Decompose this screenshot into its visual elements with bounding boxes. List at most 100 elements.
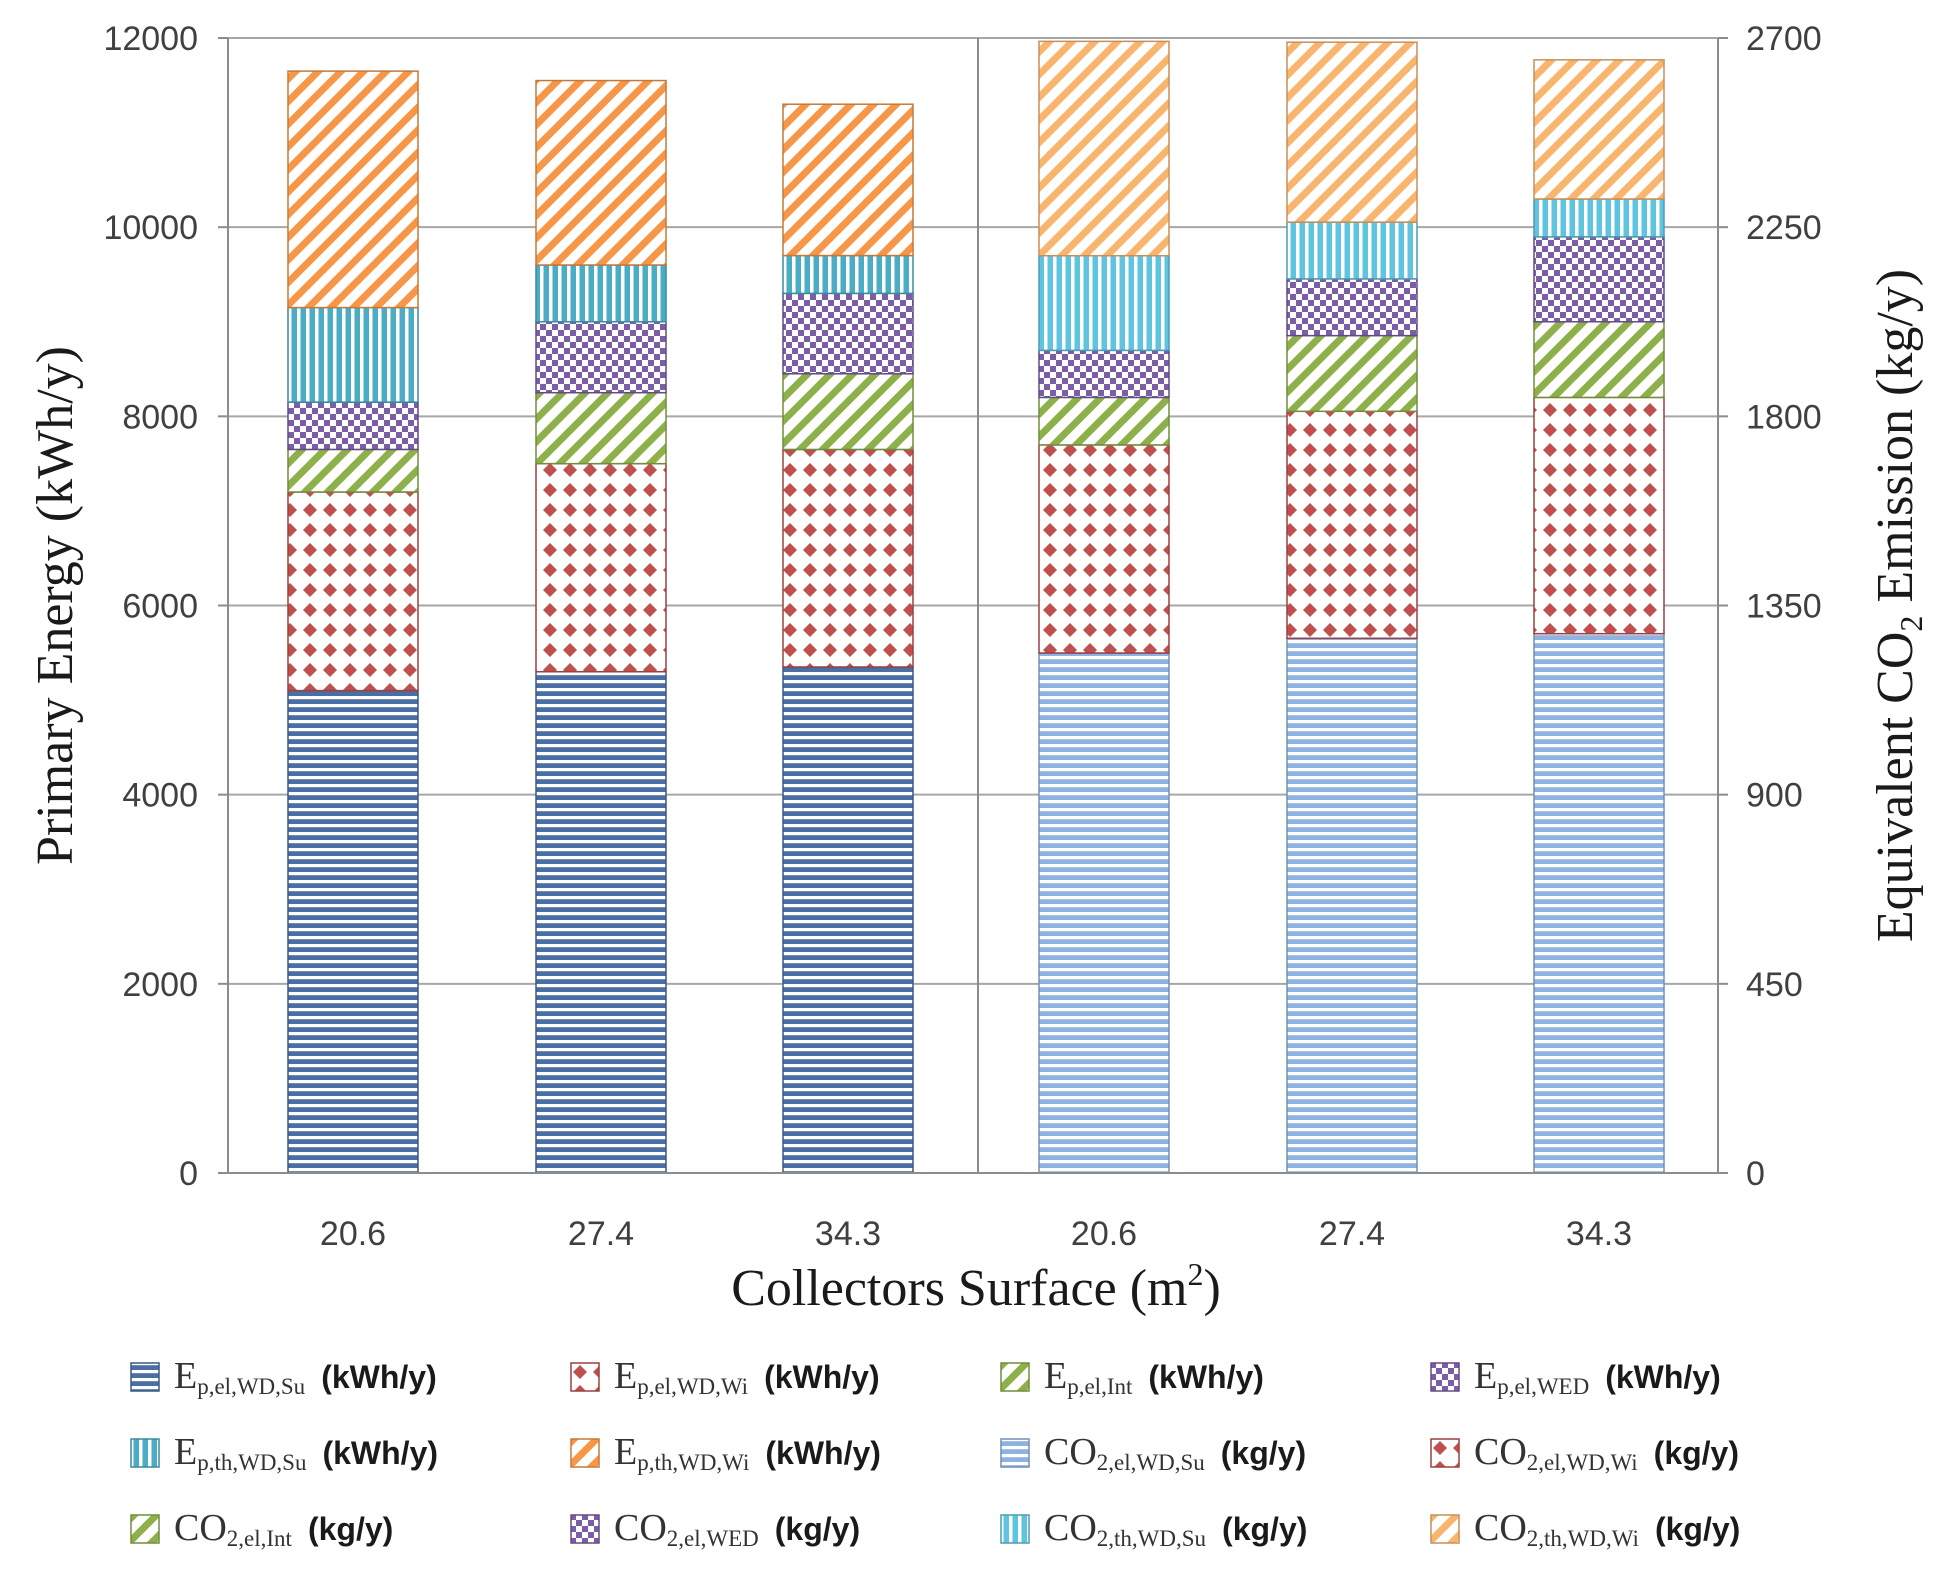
legend-swatch	[1000, 1362, 1030, 1392]
legend-item-co2-el-wd-wi: CO2,el,WD,Wi (kg/y)	[1430, 1418, 1739, 1488]
legend-swatch	[130, 1362, 160, 1392]
legend-item-ep-el-wed: Ep,el,WED (kWh/y)	[1430, 1342, 1721, 1412]
legend-item-co2-th-wd-su: CO2,th,WD,Su (kg/y)	[1000, 1494, 1307, 1564]
y-tick-label: 12000	[103, 20, 198, 58]
x-axis-title: Collectors Surface (m2)	[731, 1256, 1221, 1317]
x-tick-label: 34.3	[1566, 1215, 1632, 1253]
y2-tick-label: 1800	[1746, 398, 1822, 436]
legend-swatch	[130, 1438, 160, 1468]
bar-segment-co2-el-wd-su-27.4	[1286, 637, 1418, 1174]
legend-item-co2-th-wd-wi: CO2,th,WD,Wi (kg/y)	[1430, 1494, 1740, 1564]
legend-symbol: CO2,th,WD,Wi	[1474, 1507, 1639, 1551]
bar-segment-ep-th-wd-su-34.3	[782, 254, 914, 295]
y2-axis-title: Equivalent CO2 Emission (kg/y)	[1867, 269, 1929, 942]
legend-unit: (kWh/y)	[322, 1434, 439, 1471]
y2-tick-label: 2700	[1746, 20, 1822, 58]
bar-segment-ep-el-wd-wi-27.4	[535, 462, 667, 673]
bar-segment-co2-el-wd-wi-34.3	[1533, 396, 1665, 635]
legend-item-ep-el-wd-su: Ep,el,WD,Su (kWh/y)	[130, 1342, 437, 1412]
legend-unit: (kWh/y)	[764, 1358, 880, 1395]
y-tick-label: 4000	[122, 777, 198, 815]
legend-unit: (kg/y)	[1654, 1510, 1741, 1547]
legend-symbol: Ep,el,WED	[1474, 1355, 1590, 1399]
bar-segment-co2-th-wd-su-34.3	[1533, 198, 1665, 238]
bars	[287, 40, 1665, 1174]
x-tick-label: 34.3	[815, 1215, 881, 1253]
x-axis-ticks: 20.6 27.4 34.3 20.6 27.4 34.3	[320, 1215, 1632, 1253]
legend-symbol: CO2,el,WD,Su	[1044, 1431, 1205, 1475]
y2-tick-label: 1350	[1746, 588, 1822, 626]
legend-unit: (kg/y)	[307, 1510, 394, 1547]
bar-segment-ep-el-wed-34.3	[782, 292, 914, 375]
bar-segment-ep-th-wd-su-20.6	[287, 306, 419, 403]
legend-symbol: Ep,el,WD,Wi	[614, 1355, 749, 1399]
bar-segment-ep-el-int-34.3	[782, 373, 914, 451]
bar-segment-ep-el-wd-wi-20.6	[287, 491, 419, 692]
legend-symbol: Ep,el,WD,Su	[174, 1355, 306, 1399]
y-axis-title: Primary Energy (kWh/y)	[27, 346, 84, 865]
legend-item-co2-el-wed: CO2,el,WED (kg/y)	[570, 1494, 860, 1564]
bar-segment-ep-el-wed-20.6	[287, 401, 419, 451]
legend-unit: (kg/y)	[1220, 1434, 1307, 1471]
y-axis-ticks: 0 2000 4000 6000 8000 10000 12000	[103, 20, 198, 1193]
bar-segment-co2-el-int-34.3	[1533, 321, 1665, 399]
legend-unit: (kg/y)	[774, 1510, 861, 1547]
legend-symbol: CO2,el,WD,Wi	[1474, 1431, 1638, 1475]
y2-axis-ticks: 0 450 900 1350 1800 2250 2700	[1746, 20, 1822, 1193]
legend-item-co2-el-wd-su: CO2,el,WD,Su (kg/y)	[1000, 1418, 1306, 1488]
legend-swatch	[570, 1514, 600, 1544]
x-tick-label: 27.4	[1319, 1215, 1385, 1253]
bar-segment-co2-el-wd-wi-20.6	[1038, 444, 1170, 654]
legend-unit: (kWh/y)	[765, 1434, 881, 1471]
bar-segment-co2-el-wd-su-20.6	[1038, 652, 1170, 1174]
bar-segment-co2-th-wd-wi-20.6	[1038, 40, 1170, 257]
bar-segment-ep-th-wd-wi-34.3	[782, 103, 914, 257]
y2-tick-label: 0	[1746, 1155, 1765, 1193]
bar-segment-ep-el-int-20.6	[287, 448, 419, 493]
legend-item-ep-th-wd-wi: Ep,th,WD,Wi (kWh/y)	[570, 1418, 881, 1488]
bar-segment-co2-el-wd-su-34.3	[1533, 632, 1665, 1174]
bar-segment-co2-el-wed-27.4	[1286, 278, 1418, 337]
bar-segment-co2-th-wd-su-20.6	[1038, 255, 1170, 352]
bar-segment-co2-el-int-27.4	[1286, 334, 1418, 413]
legend-swatch	[1000, 1438, 1030, 1468]
bar-segment-co2-th-wd-wi-27.4	[1286, 41, 1418, 223]
legend: Ep,el,WD,Su (kWh/y) Ep,el,WD,Wi (kWh/y) Ep,e…	[130, 1342, 1930, 1572]
y-tick-label: 6000	[122, 588, 198, 626]
bar-segment-ep-el-wd-su-20.6	[287, 689, 419, 1174]
legend-swatch	[1430, 1362, 1460, 1392]
y-tick-label: 2000	[122, 966, 198, 1004]
legend-unit: (kg/y)	[1653, 1434, 1739, 1471]
legend-swatch	[1000, 1514, 1030, 1544]
bar-segment-ep-el-wed-27.4	[535, 321, 667, 394]
y-tick-label: 0	[179, 1155, 198, 1193]
bar-segment-ep-el-wd-su-27.4	[535, 670, 667, 1174]
legend-swatch	[570, 1362, 600, 1392]
legend-symbol: CO2,th,WD,Su	[1044, 1507, 1207, 1551]
bar-segment-co2-el-int-20.6	[1038, 396, 1170, 446]
legend-unit: (kWh/y)	[321, 1358, 437, 1395]
legend-item-ep-el-int: Ep,el,Int (kWh/y)	[1000, 1342, 1264, 1412]
legend-symbol: CO2,el,Int	[174, 1507, 292, 1551]
legend-item-ep-el-wd-wi: Ep,el,WD,Wi (kWh/y)	[570, 1342, 880, 1412]
legend-symbol: Ep,el,Int	[1044, 1355, 1133, 1399]
bar-segment-ep-el-wd-su-34.3	[782, 666, 914, 1174]
bar-segment-ep-el-int-27.4	[535, 391, 667, 465]
legend-unit: (kg/y)	[1222, 1510, 1308, 1547]
bar-segment-co2-el-wd-wi-27.4	[1286, 410, 1418, 640]
y2-tick-label: 2250	[1746, 209, 1822, 247]
bar-segment-co2-el-wed-34.3	[1533, 236, 1665, 323]
legend-item-ep-th-wd-su: Ep,th,WD,Su (kWh/y)	[130, 1418, 438, 1488]
x-tick-label: 20.6	[1071, 1215, 1137, 1253]
bar-segment-co2-th-wd-su-27.4	[1286, 221, 1418, 280]
axes	[218, 37, 1728, 1174]
y2-tick-label: 450	[1746, 966, 1803, 1004]
legend-symbol: Ep,th,WD,Wi	[614, 1431, 750, 1475]
bar-segment-ep-th-wd-wi-27.4	[535, 79, 667, 266]
bar-segment-ep-el-wd-wi-34.3	[782, 448, 914, 668]
x-tick-label: 27.4	[568, 1215, 634, 1253]
legend-symbol: CO2,el,WED	[614, 1507, 759, 1551]
legend-swatch	[1430, 1514, 1460, 1544]
bar-segment-co2-el-wed-20.6	[1038, 349, 1170, 399]
